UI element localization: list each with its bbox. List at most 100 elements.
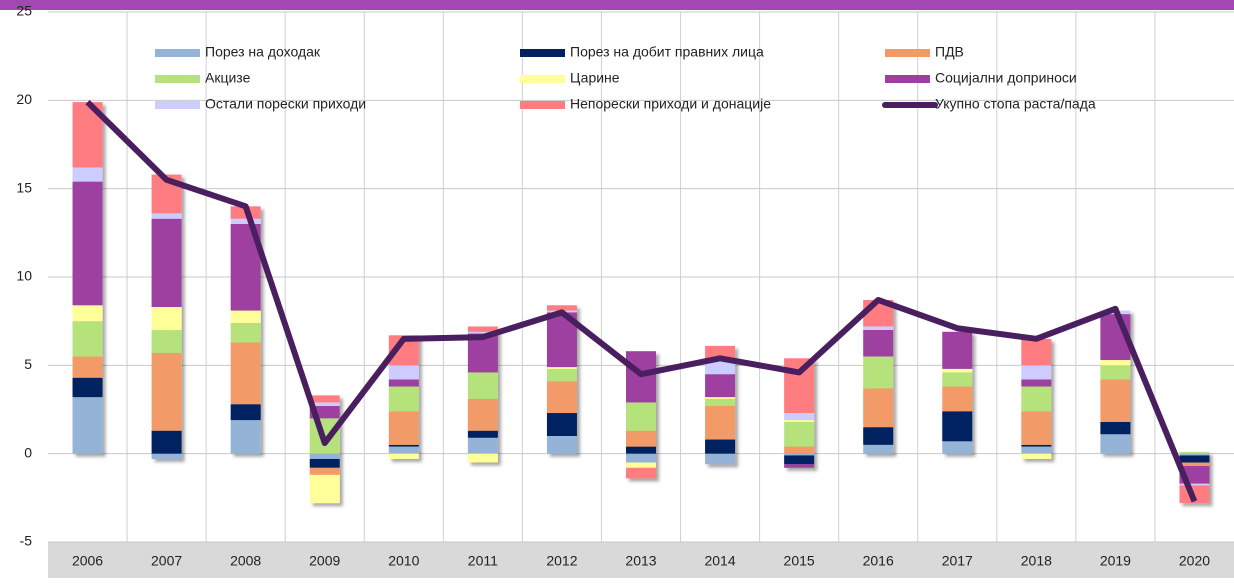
bar-segment <box>546 367 577 369</box>
bar-segment <box>705 398 736 406</box>
legend-swatch <box>885 49 930 57</box>
bar-segment <box>863 444 894 454</box>
x-tick-label: 2010 <box>388 553 419 569</box>
bar-segment <box>626 462 656 468</box>
bar-stack <box>230 206 261 454</box>
bar-segment <box>72 305 103 322</box>
bar-segment <box>784 413 815 421</box>
bar-segment <box>1021 386 1052 412</box>
y-tick-label: 25 <box>16 3 32 19</box>
bar-segment <box>388 411 419 445</box>
bar-segment <box>1179 462 1210 467</box>
bar-segment <box>705 405 736 440</box>
bar-segment <box>1021 365 1052 380</box>
bar-segment <box>705 439 736 454</box>
y-tick-label: -5 <box>20 533 33 549</box>
bar-segment <box>388 444 419 447</box>
bar-segment <box>1021 338 1052 366</box>
legend-label: Остали порески приходи <box>205 96 366 112</box>
bar-segment <box>72 397 103 454</box>
bar-segment <box>1100 421 1131 435</box>
bar-stack <box>784 358 815 468</box>
x-axis-band <box>48 542 1234 578</box>
x-tick-label: 2007 <box>151 553 182 569</box>
bar-segment <box>626 446 656 454</box>
bar-segment <box>784 420 815 422</box>
bar-segment <box>388 379 419 387</box>
bar-segment <box>626 430 656 447</box>
bar-segment <box>230 322 261 343</box>
bar-segment <box>1179 455 1210 463</box>
legend-label: Порез на добит правних лица <box>570 44 764 60</box>
bar-segment <box>626 467 656 479</box>
bar-segment <box>72 167 103 182</box>
bar-stack <box>1021 338 1052 459</box>
x-tick-label: 2017 <box>942 553 973 569</box>
bar-segment <box>784 358 815 414</box>
legend-label: Укупно стопа раста/пада <box>935 96 1096 112</box>
bar-segment <box>942 411 973 442</box>
bar-segment <box>942 372 973 387</box>
bar-stack <box>705 345 736 465</box>
bar-segment <box>1100 360 1131 366</box>
bar-segment <box>309 467 340 475</box>
bar-stack <box>467 326 498 463</box>
legend-label: Царине <box>570 70 620 86</box>
bar-stack <box>309 395 340 504</box>
bar-segment <box>546 305 577 311</box>
bar-segment <box>72 356 103 378</box>
x-tick-label: 2012 <box>546 553 577 569</box>
bar-segment <box>1021 453 1052 459</box>
bar-segment <box>388 365 419 380</box>
y-tick-label: 0 <box>24 444 32 460</box>
bar-segment <box>784 453 815 456</box>
bar-stack <box>863 299 894 454</box>
bar-segment <box>151 352 182 431</box>
bar-stack <box>72 102 103 454</box>
legend-swatch <box>520 101 565 109</box>
bar-segment <box>467 398 498 431</box>
legend-label: Порез на доходак <box>205 44 321 60</box>
bar-segment <box>1179 453 1210 456</box>
bar-segment <box>467 331 498 334</box>
bar-segment <box>230 218 261 224</box>
x-tick-label: 2013 <box>625 553 656 569</box>
bar-segment <box>546 368 577 382</box>
legend-swatch <box>155 101 200 109</box>
bar-segment <box>705 360 736 375</box>
bar-segment <box>942 331 973 369</box>
x-tick-label: 2015 <box>784 553 815 569</box>
legend-swatch <box>155 49 200 57</box>
top-band <box>0 0 1234 10</box>
bar-segment <box>309 474 340 504</box>
bar-segment <box>230 404 261 421</box>
x-tick-label: 2020 <box>1179 553 1210 569</box>
bar-stack <box>546 305 577 454</box>
bar-segment <box>151 218 182 308</box>
bar-segment <box>784 421 815 447</box>
bar-segment <box>151 307 182 330</box>
bar-segment <box>309 402 340 406</box>
bar-segment <box>1179 483 1210 486</box>
bar-segment <box>388 386 419 412</box>
bar-segment <box>230 310 261 323</box>
x-tick-label: 2009 <box>309 553 340 569</box>
y-tick-label: 20 <box>16 91 32 107</box>
bar-stack <box>151 174 182 459</box>
legend-swatch <box>885 75 930 83</box>
bar-segment <box>1021 411 1052 445</box>
bar-segment <box>705 345 736 361</box>
bar-segment <box>784 464 815 468</box>
y-tick-label: 10 <box>16 268 32 284</box>
bar-segment <box>942 441 973 454</box>
total-line <box>85 99 1198 503</box>
x-tick-label: 2006 <box>72 553 103 569</box>
bar-segment <box>863 356 894 389</box>
bar-segment <box>546 413 577 436</box>
bar-segment <box>863 427 894 445</box>
bar-segment <box>467 326 498 332</box>
bar-segment <box>388 453 419 459</box>
bar-segment <box>546 436 577 454</box>
bar-segment <box>1021 444 1052 447</box>
y-tick-label: 15 <box>16 179 32 195</box>
